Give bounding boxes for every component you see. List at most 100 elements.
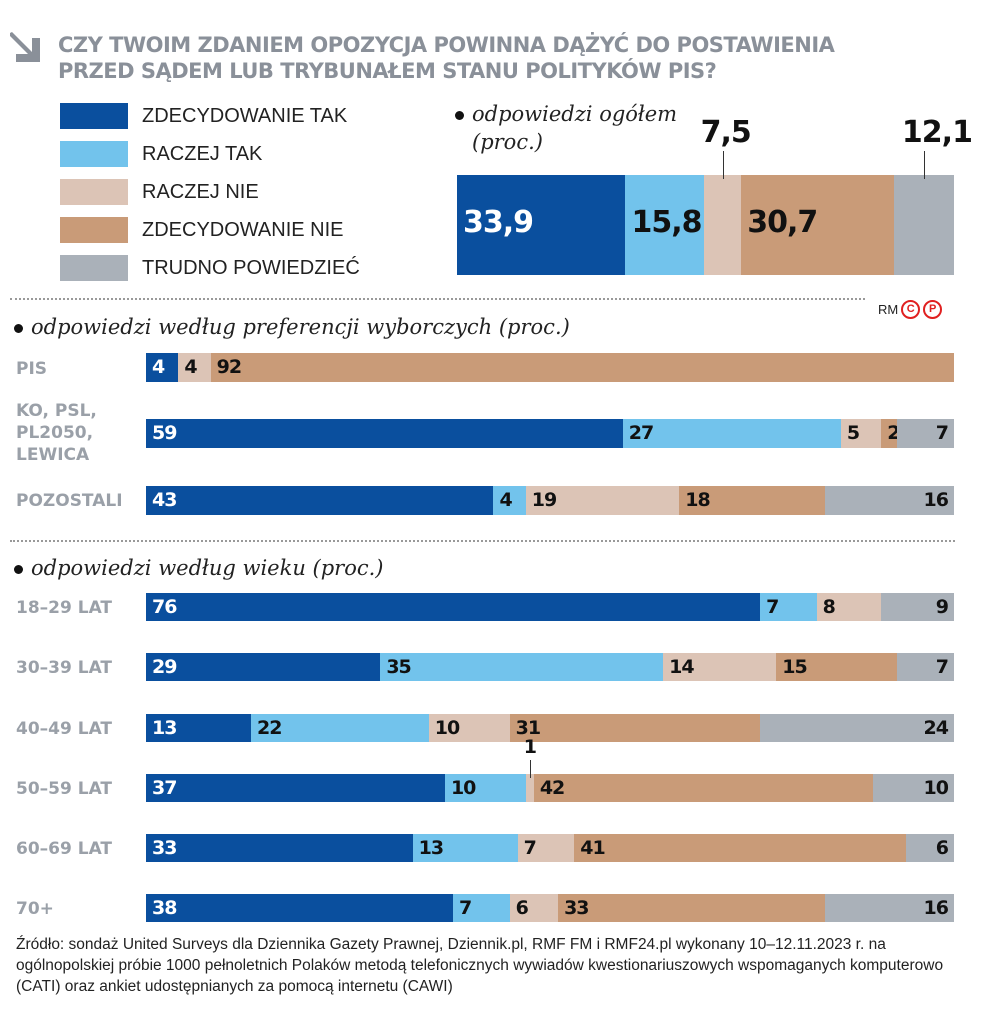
bar-segment [704, 175, 742, 275]
bar-segment [146, 774, 446, 802]
arrow-down-right-icon [10, 32, 40, 62]
bar-value-label: 7 [459, 897, 472, 919]
bar-segment [558, 894, 826, 922]
callout-line [722, 151, 724, 179]
p-icon: P [923, 300, 943, 319]
section-title-preferences: odpowiedzi według preferencji wyborczych… [14, 315, 570, 339]
bar-segment [824, 486, 955, 515]
bar-segment [873, 774, 955, 802]
bar-segment [679, 486, 826, 515]
bar-segment [509, 894, 559, 922]
legend-swatch [60, 179, 128, 205]
bar-segment [178, 353, 212, 382]
bar-segment [146, 653, 381, 681]
legend-label: RACZEJ NIE [142, 180, 259, 203]
bar-segment [881, 593, 955, 621]
bar-segment [824, 894, 955, 922]
bar-value-label: 29 [152, 656, 177, 678]
callout-line [923, 151, 925, 179]
legend-swatch [60, 255, 128, 281]
bar-value-label: 41 [580, 837, 605, 859]
legend-label: ZDECYDOWANIE TAK [142, 104, 348, 127]
bar-value-label: 37 [152, 777, 177, 799]
legend-item: ZDECYDOWANIE TAK [60, 102, 347, 130]
bar-value-label: 4 [499, 489, 512, 511]
bar-segment [741, 175, 895, 275]
bar-value-label: 18 [685, 489, 710, 511]
bar-segment [146, 353, 179, 382]
bar-value-label: 12,1 [901, 115, 973, 150]
row-label: KO, PSL, PL2050, LEWICA [16, 401, 97, 465]
bar-value-label: 1 [523, 736, 537, 758]
row-label: 40–49 LAT [16, 719, 112, 739]
bar-segment [380, 653, 664, 681]
bar-segment [663, 653, 777, 681]
bar-value-label: 33 [564, 897, 589, 919]
bar-segment [525, 486, 680, 515]
bar-value-label: 4 [152, 356, 165, 378]
bar-segment [625, 175, 705, 275]
bar-segment [840, 419, 882, 448]
bar-value-label: 16 [923, 489, 949, 511]
bar-segment [776, 653, 898, 681]
bar-value-label: 5 [846, 422, 860, 444]
bar-value-label: 7 [935, 656, 949, 678]
bar-segment [897, 419, 955, 448]
bar-value-label: 10 [923, 777, 949, 799]
row-label: 30–39 LAT [16, 658, 112, 678]
bar-segment [146, 419, 624, 448]
bar-segment [574, 834, 906, 862]
bullet-icon [14, 324, 23, 333]
bar-segment [897, 653, 955, 681]
bar-value-label: 31 [515, 717, 541, 739]
bar-value-label: 42 [539, 777, 565, 799]
bar-value-label: 13 [152, 717, 177, 739]
bar-value-label: 15,8 [631, 205, 702, 240]
bar-segment [210, 353, 955, 382]
bar-segment [533, 774, 874, 802]
legend-item: ZDECYDOWANIE NIE [60, 216, 344, 244]
bar-segment [146, 714, 252, 742]
bar-value-label: 13 [418, 837, 444, 859]
source-note: Źródło: sondaż United Surveys dla Dzienn… [16, 936, 944, 995]
section-title-text: odpowiedzi według preferencji wyborczych… [31, 315, 570, 339]
bar-value-label: 33 [152, 837, 177, 859]
bar-value-label: 27 [628, 422, 654, 444]
bar-value-label: 22 [257, 717, 282, 739]
bar-value-label: 92 [216, 356, 242, 378]
bar-value-label: 35 [386, 656, 411, 678]
bar-segment [881, 419, 898, 448]
section-title-text: odpowiedzi według wieku (proc.) [31, 556, 384, 580]
legend-label: ZDECYDOWANIE NIE [142, 218, 344, 241]
bar-value-label: 8 [822, 596, 836, 618]
bar-value-label: 6 [515, 897, 529, 919]
bar-value-label: 6 [935, 837, 949, 859]
bar-value-label: 9 [935, 596, 949, 618]
bar-segment [760, 714, 955, 742]
bar-segment [453, 894, 511, 922]
bar-segment [251, 714, 430, 742]
legend-label: RACZEJ TAK [142, 142, 263, 165]
legend-swatch [60, 103, 128, 129]
bar-segment [146, 593, 761, 621]
bar-segment [760, 593, 818, 621]
bar-value-label: 7 [766, 596, 779, 618]
bar-value-label: 16 [923, 897, 949, 919]
copyright-icon: C [901, 300, 921, 319]
row-label: POZOSTALI [16, 491, 123, 511]
legend-label: TRUDNO POWIEDZIEĆ [142, 256, 360, 279]
bar-value-label: 19 [531, 489, 557, 511]
section-title-overall: odpowiedzi ogółem (proc.) [455, 100, 712, 156]
bar-segment [444, 774, 527, 802]
bar-value-label: 59 [152, 422, 177, 444]
bullet-icon [455, 111, 464, 120]
credit: RM C P [878, 300, 943, 319]
bar-segment [525, 774, 535, 802]
section-title-text: odpowiedzi ogółem (proc.) [472, 102, 678, 154]
credit-text: RM [878, 302, 899, 317]
bar-segment [146, 834, 414, 862]
row-label: 50–59 LAT [16, 779, 112, 799]
row-label: 60–69 LAT [16, 839, 112, 859]
row-label: PIS [16, 359, 48, 379]
